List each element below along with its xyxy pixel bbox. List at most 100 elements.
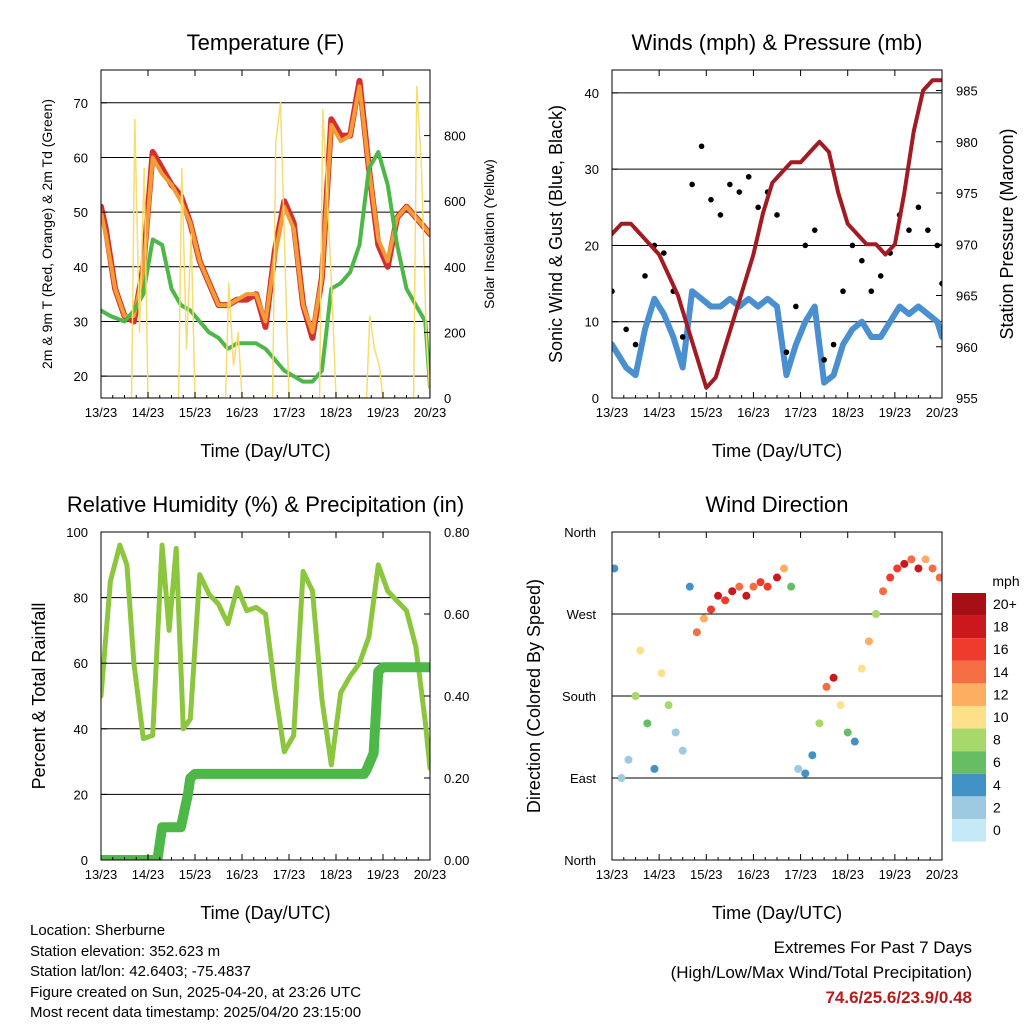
x-tick-label: 17/23	[784, 867, 817, 882]
wind-direction-point	[794, 764, 803, 773]
gust-point	[642, 273, 648, 279]
gust-point	[811, 227, 818, 233]
gust-point	[840, 288, 846, 295]
y-axis-title: Percent & Total Rainfall	[29, 603, 49, 790]
wind-direction-point	[636, 646, 645, 655]
y-right-tick-label: 970	[956, 237, 978, 252]
wind-direction-point	[836, 701, 845, 710]
gust-point	[868, 288, 875, 295]
x-tick-label: 16/23	[226, 405, 259, 420]
colorbar-label: 8	[993, 732, 1001, 748]
y-tick-label: 40	[74, 722, 88, 737]
x-tick-label: 14/23	[132, 405, 165, 420]
relative-humidity-line	[101, 542, 430, 771]
x-tick-label: 16/23	[737, 405, 770, 420]
colorbar-swatch	[952, 751, 986, 774]
panel-title: Wind Direction	[705, 492, 848, 517]
wind-direction-point	[907, 555, 916, 564]
y-tick-label: East	[570, 771, 596, 786]
colorbar-label: 2	[993, 799, 1001, 815]
colorbar-title: mph	[992, 573, 1019, 589]
x-tick-label: 14/23	[643, 867, 676, 882]
colorbar-label: 0	[993, 822, 1001, 838]
extremes-box: Extremes For Past 7 Days (High/Low/Max W…	[671, 935, 972, 1010]
x-axis-title: Time (Day/UTC)	[712, 903, 842, 923]
wind-direction-point	[815, 719, 824, 728]
x-tick-label: 14/23	[132, 867, 165, 882]
recent-data-text: Most recent data timestamp: 2025/04/20 2…	[30, 1004, 362, 1021]
y-right-tick-label: 400	[444, 260, 466, 275]
wind-direction-point	[801, 769, 810, 778]
plot-area	[612, 555, 942, 782]
gust-point	[632, 341, 639, 348]
wind-direction-point	[631, 692, 640, 700]
wind-direction-point	[857, 664, 866, 673]
y-tick-label: 80	[74, 591, 88, 606]
y-right-tick-label: 965	[956, 289, 978, 304]
extremes-values: 74.6/25.6/23.9/0.48	[825, 988, 972, 1007]
y-axis-title: 2m & 9m T (Red, Orange) & 2m Td (Green)	[39, 99, 55, 369]
solar-insolation-line	[130, 85, 430, 398]
extremes-title: Extremes For Past 7 Days	[773, 938, 972, 957]
y-right-tick-label: 0.80	[444, 525, 469, 540]
x-tick-label: 15/23	[690, 405, 723, 420]
wind-direction-point	[749, 582, 758, 591]
x-tick-label: 16/23	[737, 867, 770, 882]
x-tick-label: 15/23	[179, 405, 212, 420]
colorbar-swatch	[952, 706, 986, 729]
colorbar-label: 12	[993, 686, 1009, 702]
wind-direction-point	[624, 755, 633, 764]
humidity-panel: 13/23 14/23 15/23 16/23 17/23 18/23 19/23 20/23…	[29, 492, 469, 923]
plot-frame	[611, 69, 943, 399]
wind-direction-point	[664, 701, 673, 710]
x-tick-label: 20/23	[926, 405, 959, 420]
colorbar-label: 18	[993, 619, 1009, 635]
x-tick-label: 13/23	[85, 405, 118, 420]
gust-point	[727, 181, 733, 188]
y-right-tick-label: 980	[956, 135, 978, 150]
y-right-tick-label: 985	[956, 84, 978, 99]
gust-point	[859, 257, 865, 264]
x-tick-label: 19/23	[367, 867, 400, 882]
wind-direction-point	[864, 637, 873, 646]
wind-direction-point	[893, 564, 902, 573]
wind-direction-point	[921, 555, 930, 564]
x-axis-title: Time (Day/UTC)	[200, 903, 330, 923]
9m-t-line	[101, 84, 430, 335]
y-right-axis-title: Station Pressure (Maroon)	[997, 128, 1017, 339]
gust-point	[717, 212, 724, 218]
plot-area	[612, 78, 942, 390]
x-tick-label: 18/23	[320, 405, 353, 420]
x-tick-label: 19/23	[879, 405, 912, 420]
y-tick-label: 0	[592, 391, 599, 406]
x-tick-label: 18/23	[831, 867, 864, 882]
colorbar-label: 10	[993, 709, 1009, 725]
wind-direction-point	[617, 774, 626, 782]
colorbar-swatch	[952, 796, 986, 819]
gust-point	[877, 273, 884, 279]
total-precipitation-line	[101, 662, 430, 860]
location-text: Location: Sherburne	[30, 922, 166, 939]
x-tick-label: 19/23	[879, 867, 912, 882]
gust-point	[793, 303, 799, 310]
wind-direction-point	[773, 573, 781, 582]
wind-direction-point	[612, 564, 619, 573]
y-tick-label: North	[564, 525, 596, 540]
y-tick-label: West	[567, 607, 597, 622]
y-tick-label: 20	[74, 369, 88, 384]
wind-direction-point	[879, 587, 888, 596]
y-tick-label: 0	[81, 853, 88, 868]
gust-point	[802, 242, 809, 249]
wind-direction-point	[822, 682, 831, 691]
wind-direction-point	[714, 591, 723, 600]
gust-point	[755, 204, 761, 211]
x-tick-label: 19/23	[367, 405, 400, 420]
winds-panel: 13/23 14/23 15/23 16/23 17/23 18/23 19/23 20/23…	[546, 30, 1017, 461]
gust-point	[925, 227, 931, 233]
wind-direction-point	[721, 596, 730, 605]
gust-point	[708, 196, 714, 203]
colorbar-swatch	[952, 615, 986, 639]
wind-direction-point	[756, 578, 765, 587]
colorbar-swatch	[952, 593, 986, 616]
